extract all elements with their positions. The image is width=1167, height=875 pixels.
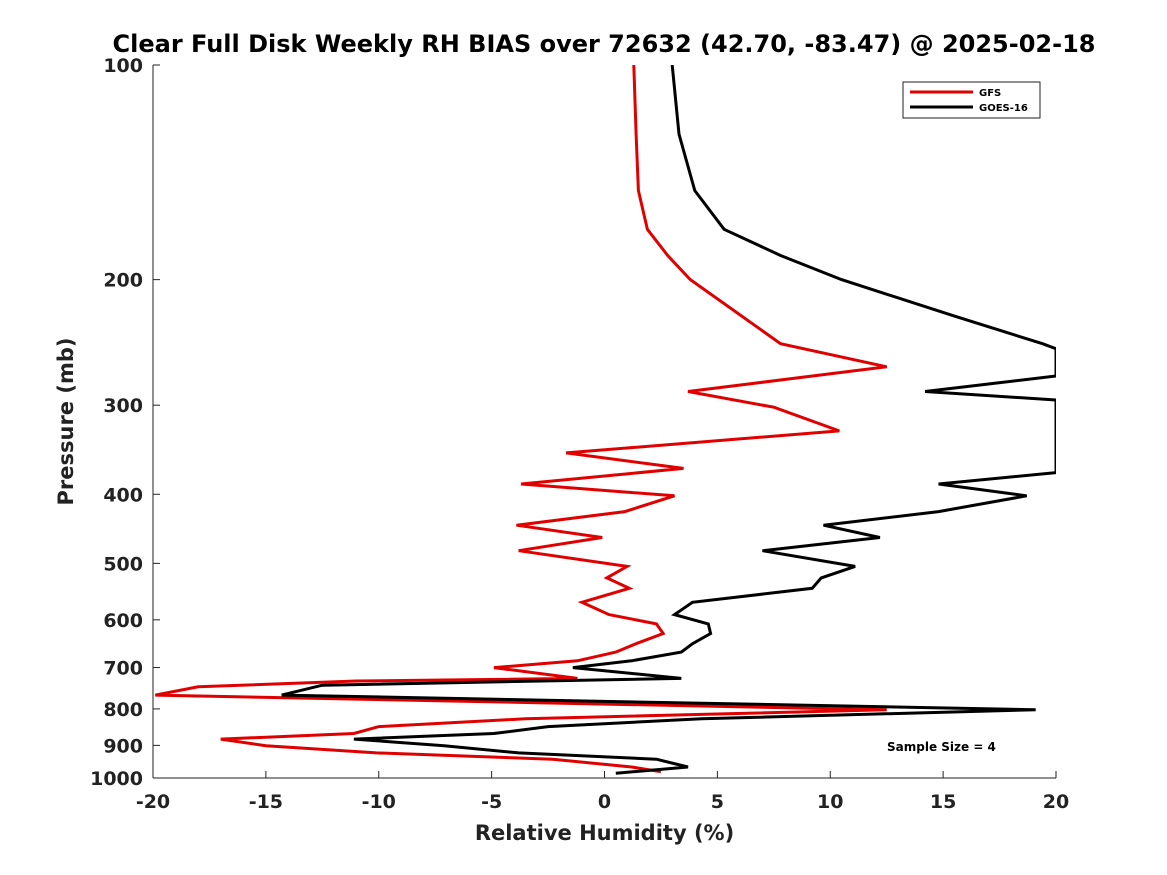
series-line-goes-16 (281, 65, 1056, 775)
sample-size-annotation: Sample Size = 4 (887, 740, 996, 754)
y-tick-label: 500 (103, 553, 143, 575)
x-tick-label: 15 (930, 791, 956, 813)
x-axis-label: Relative Humidity (%) (475, 821, 734, 845)
series-lines (155, 65, 1056, 775)
y-tick-label: 1000 (90, 768, 143, 790)
x-tick-label: -5 (481, 791, 502, 813)
y-tick-label: 400 (103, 484, 143, 506)
y-tick-label: 100 (103, 55, 143, 77)
y-axis-label: Pressure (mb) (54, 338, 78, 506)
legend-label: GOES-16 (979, 103, 1028, 114)
x-tick-label: 20 (1043, 791, 1069, 813)
y-ticks: 100 200 300 400 500 600 700 800 900 1000 (90, 55, 160, 790)
y-tick-label: 700 (103, 658, 143, 680)
y-tick-label: 900 (103, 735, 143, 757)
x-tick-label: 0 (598, 791, 611, 813)
y-tick-label: 200 (103, 270, 143, 292)
y-tick-label: 600 (103, 610, 143, 632)
x-tick-label: -15 (249, 791, 283, 813)
legend: GFS GOES-16 (902, 81, 1041, 119)
x-tick-label: 10 (817, 791, 843, 813)
x-ticks: -20 -15 -10 -5 0 5 10 15 20 (136, 771, 1069, 813)
plot-area: -20 -15 -10 -5 0 5 10 15 20 100 200 300 400 500 600 70… (90, 55, 1069, 813)
x-tick-label: -10 (362, 791, 396, 813)
y-tick-label: 800 (103, 699, 143, 721)
x-tick-label: -20 (136, 791, 170, 813)
x-tick-label: 5 (711, 791, 724, 813)
legend-label: GFS (979, 88, 1001, 99)
series-line-gfs (155, 65, 888, 774)
chart-title: Clear Full Disk Weekly RH BIAS over 7263… (113, 30, 1096, 58)
y-tick-label: 300 (103, 395, 143, 417)
legend-box (902, 81, 1041, 119)
